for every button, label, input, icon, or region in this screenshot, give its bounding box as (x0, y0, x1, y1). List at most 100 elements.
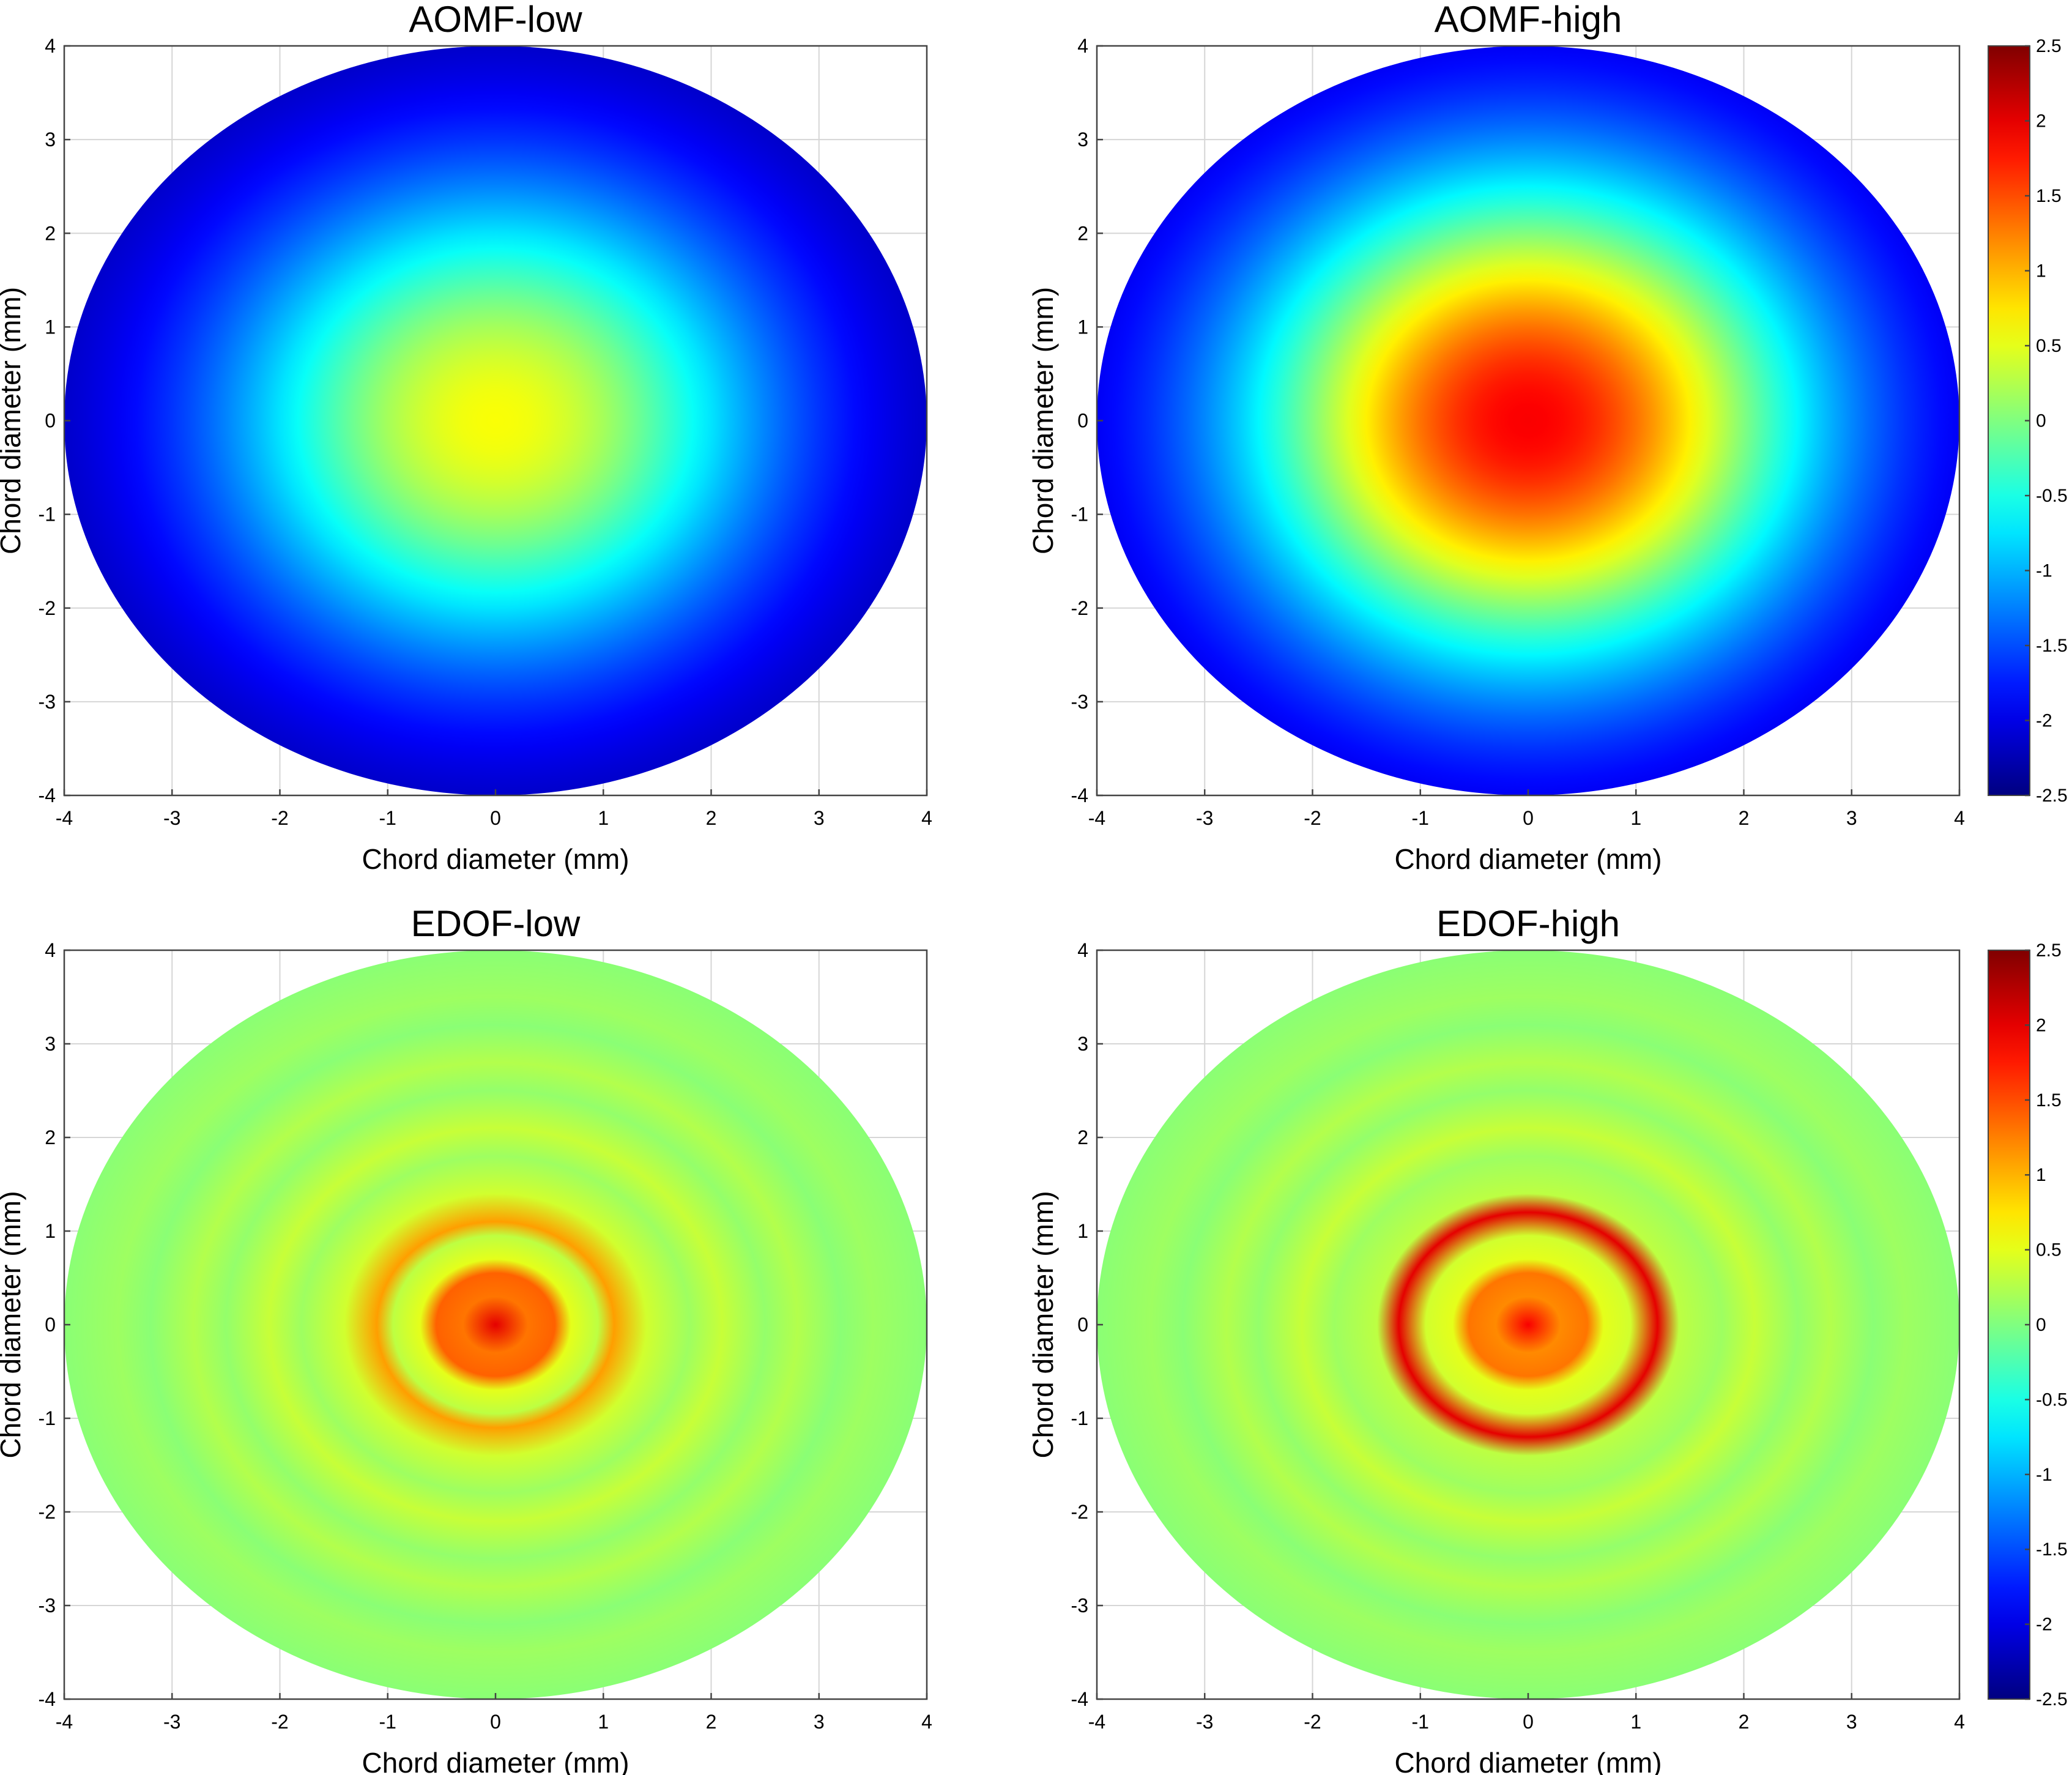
x-tick-label: 1 (598, 807, 609, 829)
y-tick-label: -1 (39, 1407, 56, 1429)
x-axis-label: Chord diameter (mm) (1394, 1747, 1662, 1775)
x-tick-label: 3 (814, 807, 825, 829)
heatmap-disc (64, 950, 927, 1699)
y-tick-label: 4 (1077, 35, 1088, 57)
panel-title: AOMF-low (409, 0, 582, 40)
x-tick-label: 4 (921, 807, 932, 829)
x-tick-label: -2 (271, 1711, 288, 1733)
y-tick-label: -4 (1071, 1688, 1088, 1710)
x-tick-label: 3 (1846, 1711, 1857, 1733)
colorbar-tick-label: -1 (2036, 561, 2052, 581)
colorbar-tick-label: 1 (2036, 1165, 2046, 1185)
colorbar-tick-label: -0.5 (2036, 1390, 2068, 1410)
y-tick-label: 2 (45, 222, 56, 244)
x-tick-label: -1 (1412, 1711, 1429, 1733)
y-axis-label: Chord diameter (mm) (1027, 287, 1059, 554)
y-tick-label: 1 (45, 1220, 56, 1242)
y-tick-label: 4 (1077, 939, 1088, 961)
panel-4: -4 -3 -2 -1 0 1 2 3 4 4 3 2 1 0 -1 -2 -3 -4 EDOF-high Chord… (1027, 903, 2068, 1775)
colorbar-tick-label: -1 (2036, 1465, 2052, 1485)
x-tick-label: 0 (1523, 807, 1534, 829)
y-tick-label: -2 (1071, 597, 1088, 619)
y-tick-label: 4 (45, 35, 56, 57)
x-tick-label: -2 (1304, 1711, 1321, 1733)
heatmap-disc (1097, 950, 1959, 1699)
y-axis-label: Chord diameter (mm) (0, 287, 26, 554)
panel-2: -4 -3 -2 -1 0 1 2 3 4 4 3 2 1 0 -1 -2 -3 -4 AOMF-high Chord… (1027, 0, 2068, 875)
x-tick-label: -3 (1196, 1711, 1213, 1733)
colorbar: 2.5 2 1.5 1 0.5 0 -0.5 -1 -1.5 -2 -2.5 (1988, 940, 2068, 1710)
x-axis-label: Chord diameter (mm) (362, 1747, 629, 1775)
x-tick-label: 1 (1630, 1711, 1641, 1733)
colorbar-tick-label: 2.5 (2036, 36, 2062, 56)
colorbar-scale (1988, 950, 2030, 1700)
x-tick-label: -3 (1196, 807, 1213, 829)
x-tick-label: 4 (921, 1711, 932, 1733)
x-tick-label: -1 (1412, 807, 1429, 829)
panel-title: AOMF-high (1435, 0, 1622, 40)
y-tick-label: 1 (45, 316, 56, 338)
colorbar-tick-label: -2.5 (2036, 1689, 2068, 1710)
colorbar-tick-label: 1.5 (2036, 186, 2062, 206)
y-tick-label: -2 (1071, 1501, 1088, 1523)
x-tick-label: 0 (1523, 1711, 1534, 1733)
heatmap-disc (1097, 46, 1959, 795)
y-tick-label: 0 (1077, 410, 1088, 432)
x-tick-label: -4 (56, 1711, 73, 1733)
colorbar-tick-label: 2.5 (2036, 940, 2062, 961)
colorbar-scale (1988, 45, 2030, 796)
panel-3: -4 -3 -2 -1 0 1 2 3 4 4 3 2 1 0 -1 -2 -3 -4 EDOF-low Chord … (0, 903, 932, 1775)
colorbar-tick-label: -2.5 (2036, 786, 2068, 806)
x-tick-label: 4 (1954, 807, 1965, 829)
colorbar-tick-label: -1.5 (2036, 1539, 2068, 1560)
x-tick-label: 1 (598, 1711, 609, 1733)
y-tick-label: -3 (39, 691, 56, 713)
y-tick-label: -4 (39, 1688, 56, 1710)
x-tick-label: -4 (1088, 807, 1105, 829)
panel-title: EDOF-high (1436, 903, 1620, 944)
y-tick-label: -1 (1071, 504, 1088, 526)
x-tick-label: -3 (163, 807, 180, 829)
y-tick-label: -3 (39, 1595, 56, 1617)
x-tick-label: -4 (1088, 1711, 1105, 1733)
y-tick-label: -2 (39, 1501, 56, 1523)
colorbar-tick-label: 1 (2036, 261, 2046, 281)
colorbar-tick-label: -2 (2036, 1615, 2052, 1635)
colorbar-tick-label: 0 (2036, 411, 2046, 431)
panel-title: EDOF-low (411, 903, 581, 944)
x-tick-label: 1 (1630, 807, 1641, 829)
x-tick-label: 0 (490, 1711, 501, 1733)
x-axis-label: Chord diameter (mm) (362, 843, 629, 875)
y-axis-label: Chord diameter (mm) (0, 1191, 26, 1458)
panel-1: -4 -3 -2 -1 0 1 2 3 4 4 3 2 1 0 -1 -2 -3 -4 AOMF-low Chord … (0, 0, 932, 875)
x-tick-label: -4 (56, 807, 73, 829)
y-tick-label: 0 (45, 1314, 56, 1336)
y-tick-label: 1 (1077, 1220, 1088, 1242)
x-tick-label: 3 (1846, 807, 1857, 829)
y-tick-label: -1 (39, 504, 56, 526)
y-axis-label: Chord diameter (mm) (1027, 1191, 1059, 1458)
colorbar-tick-label: -0.5 (2036, 486, 2068, 506)
x-tick-label: 4 (1954, 1711, 1965, 1733)
x-tick-label: -1 (379, 1711, 396, 1733)
x-tick-label: -2 (271, 807, 288, 829)
x-tick-label: 2 (1739, 807, 1750, 829)
y-tick-label: 2 (1077, 1126, 1088, 1148)
colorbar-tick-label: -2 (2036, 711, 2052, 731)
y-tick-label: 3 (45, 128, 56, 151)
x-tick-label: 2 (706, 1711, 717, 1733)
y-tick-label: -2 (39, 597, 56, 619)
y-tick-label: 3 (1077, 1033, 1088, 1055)
y-tick-label: 0 (1077, 1314, 1088, 1336)
y-tick-label: 3 (45, 1033, 56, 1055)
x-tick-label: 2 (706, 807, 717, 829)
colorbar-tick-label: 0 (2036, 1315, 2046, 1335)
x-tick-label: 2 (1739, 1711, 1750, 1733)
colorbar: 2.5 2 1.5 1 0.5 0 -0.5 -1 -1.5 -2 -2.5 (1988, 36, 2068, 806)
y-tick-label: 4 (45, 939, 56, 961)
colorbar-tick-label: 0.5 (2036, 336, 2062, 356)
x-tick-label: -2 (1304, 807, 1321, 829)
colorbar-tick-label: -1.5 (2036, 636, 2068, 656)
y-tick-label: 3 (1077, 128, 1088, 151)
